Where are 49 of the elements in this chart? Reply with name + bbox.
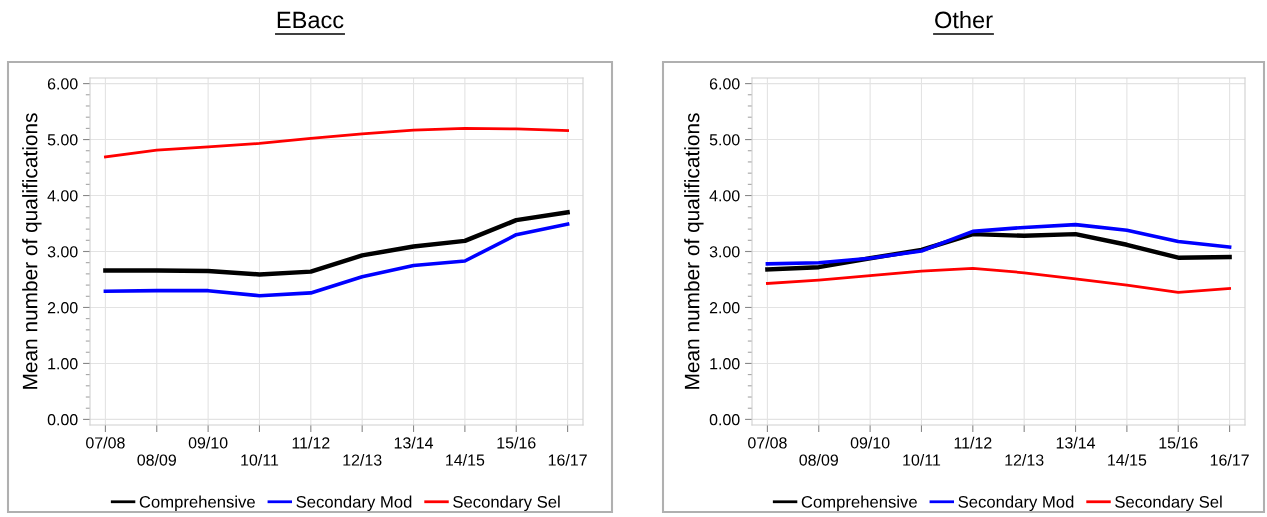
y-tick-label: 1.00 [710, 358, 740, 370]
line-series [766, 266, 1231, 294]
x-tick-label: 12/13 [343, 454, 382, 466]
x-tick-label: 14/15 [446, 454, 485, 466]
y-axis-title: Mean number of qualifications [684, 113, 704, 389]
y-tick-label: 2.00 [709, 302, 740, 314]
y-tick-label: 5.00 [709, 134, 740, 146]
x-tick-label: 15/16 [1159, 436, 1198, 449]
y-tick-label: 2.00 [47, 302, 78, 314]
x-tick-label: 14/15 [1108, 454, 1147, 466]
x-tick-label: 11/12 [954, 436, 992, 449]
x-tick-label: 07/08 [86, 436, 125, 449]
line-series [104, 126, 569, 159]
y-tick-label: 6.00 [709, 78, 740, 90]
x-tick-label: 08/09 [799, 454, 838, 466]
legend-label: Secondary Sel [1115, 495, 1222, 512]
y-tick-label: 4.00 [47, 190, 78, 202]
legend-label: Comprehensive [139, 495, 255, 512]
y-tick-label: 6.00 [47, 78, 78, 90]
y-tick-label: 0.00 [709, 414, 740, 426]
y-tick-label: 0.00 [47, 414, 78, 426]
legend-label: Secondary Mod [296, 495, 412, 512]
legend-label: Secondary Mod [958, 495, 1074, 512]
y-tick-label: 3.00 [47, 246, 78, 258]
x-tick-label: 10/11 [241, 454, 279, 466]
x-tick-label: 07/08 [748, 436, 787, 449]
y-axis-title: Mean number of qualifications [22, 113, 42, 389]
x-tick-label: 12/13 [1005, 454, 1044, 466]
legend-label: Secondary Sel [453, 495, 560, 512]
line-series [103, 210, 570, 277]
x-tick-label: 13/14 [1056, 436, 1096, 449]
chart-title: Other [935, 11, 993, 29]
x-tick-label: 10/11 [903, 454, 941, 466]
x-tick-label: 09/10 [188, 436, 228, 449]
chart-title: EBacc [277, 11, 344, 29]
x-tick-label: 09/10 [850, 436, 890, 449]
legend-label: Comprehensive [801, 495, 917, 512]
x-tick-label: 16/17 [1210, 454, 1249, 466]
x-tick-label: 15/16 [497, 436, 536, 449]
x-tick-label: 16/17 [548, 454, 587, 466]
y-tick-label: 5.00 [47, 134, 78, 146]
line-series [103, 222, 570, 298]
y-tick-label: 4.00 [709, 190, 740, 202]
x-tick-label: 13/14 [394, 436, 434, 449]
y-tick-label: 3.00 [709, 246, 740, 258]
x-tick-label: 08/09 [137, 454, 176, 466]
y-tick-label: 1.00 [48, 358, 78, 370]
line-series [765, 222, 1232, 266]
x-tick-label: 11/12 [292, 436, 330, 449]
